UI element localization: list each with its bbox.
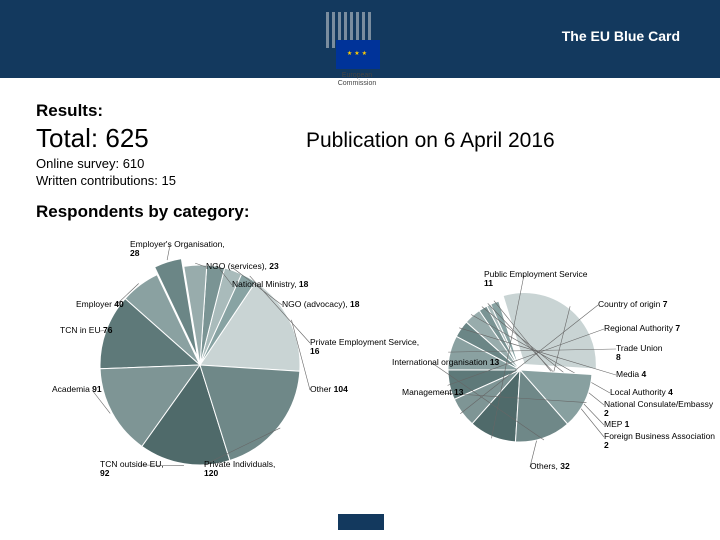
slice-label: National Ministry, 18: [232, 280, 308, 289]
slice-label: Country of origin 7: [598, 300, 667, 309]
slice-label: Academia 91: [52, 385, 102, 394]
slice-label: Regional Authority 7: [604, 324, 680, 333]
slice-label: Other 104: [310, 385, 348, 394]
logo-caption: European Commission: [328, 72, 386, 87]
slice-label: TCN outside EU,92: [100, 460, 164, 478]
slice-label: MEP 1: [604, 420, 629, 429]
slice-label: NGO (advocacy), 18: [282, 300, 360, 309]
slice-label: Private Employment Service,16: [310, 338, 419, 356]
slice-label: Private Individuals,120: [204, 460, 275, 478]
slice-label: International organisation 13: [392, 358, 499, 367]
slice-label: Employer's Organisation,28: [130, 240, 225, 258]
slice-label: Management 13: [402, 388, 463, 397]
slice-label: Public Employment Service11: [484, 270, 587, 288]
slice-label: Others, 32: [530, 462, 570, 471]
slice-label: Trade Union8: [616, 344, 662, 362]
slice-label: Foreign Business Association2: [604, 432, 715, 450]
slice-label: Employer 40: [76, 300, 124, 309]
slice-label: TCN in EU 76: [60, 326, 112, 335]
slice-label: National Consulate/Embassy2: [604, 400, 713, 418]
footer-swatch: [338, 514, 384, 530]
ec-logo: European Commission: [320, 10, 386, 105]
slice-label: Media 4: [616, 370, 646, 379]
slice-label: NGO (services), 23: [206, 262, 279, 271]
slice-label: Local Authority 4: [610, 388, 673, 397]
eu-flag-icon: [336, 40, 380, 69]
pie-slice: [503, 293, 596, 370]
